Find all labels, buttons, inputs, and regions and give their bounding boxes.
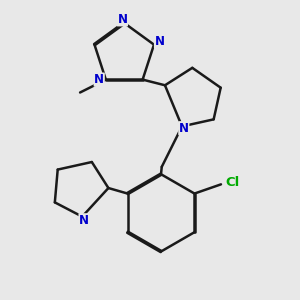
Text: N: N — [179, 122, 189, 135]
Text: N: N — [94, 73, 104, 86]
Text: Cl: Cl — [226, 176, 240, 189]
Text: N: N — [117, 13, 128, 26]
Text: N: N — [154, 35, 164, 48]
Text: N: N — [79, 214, 89, 227]
